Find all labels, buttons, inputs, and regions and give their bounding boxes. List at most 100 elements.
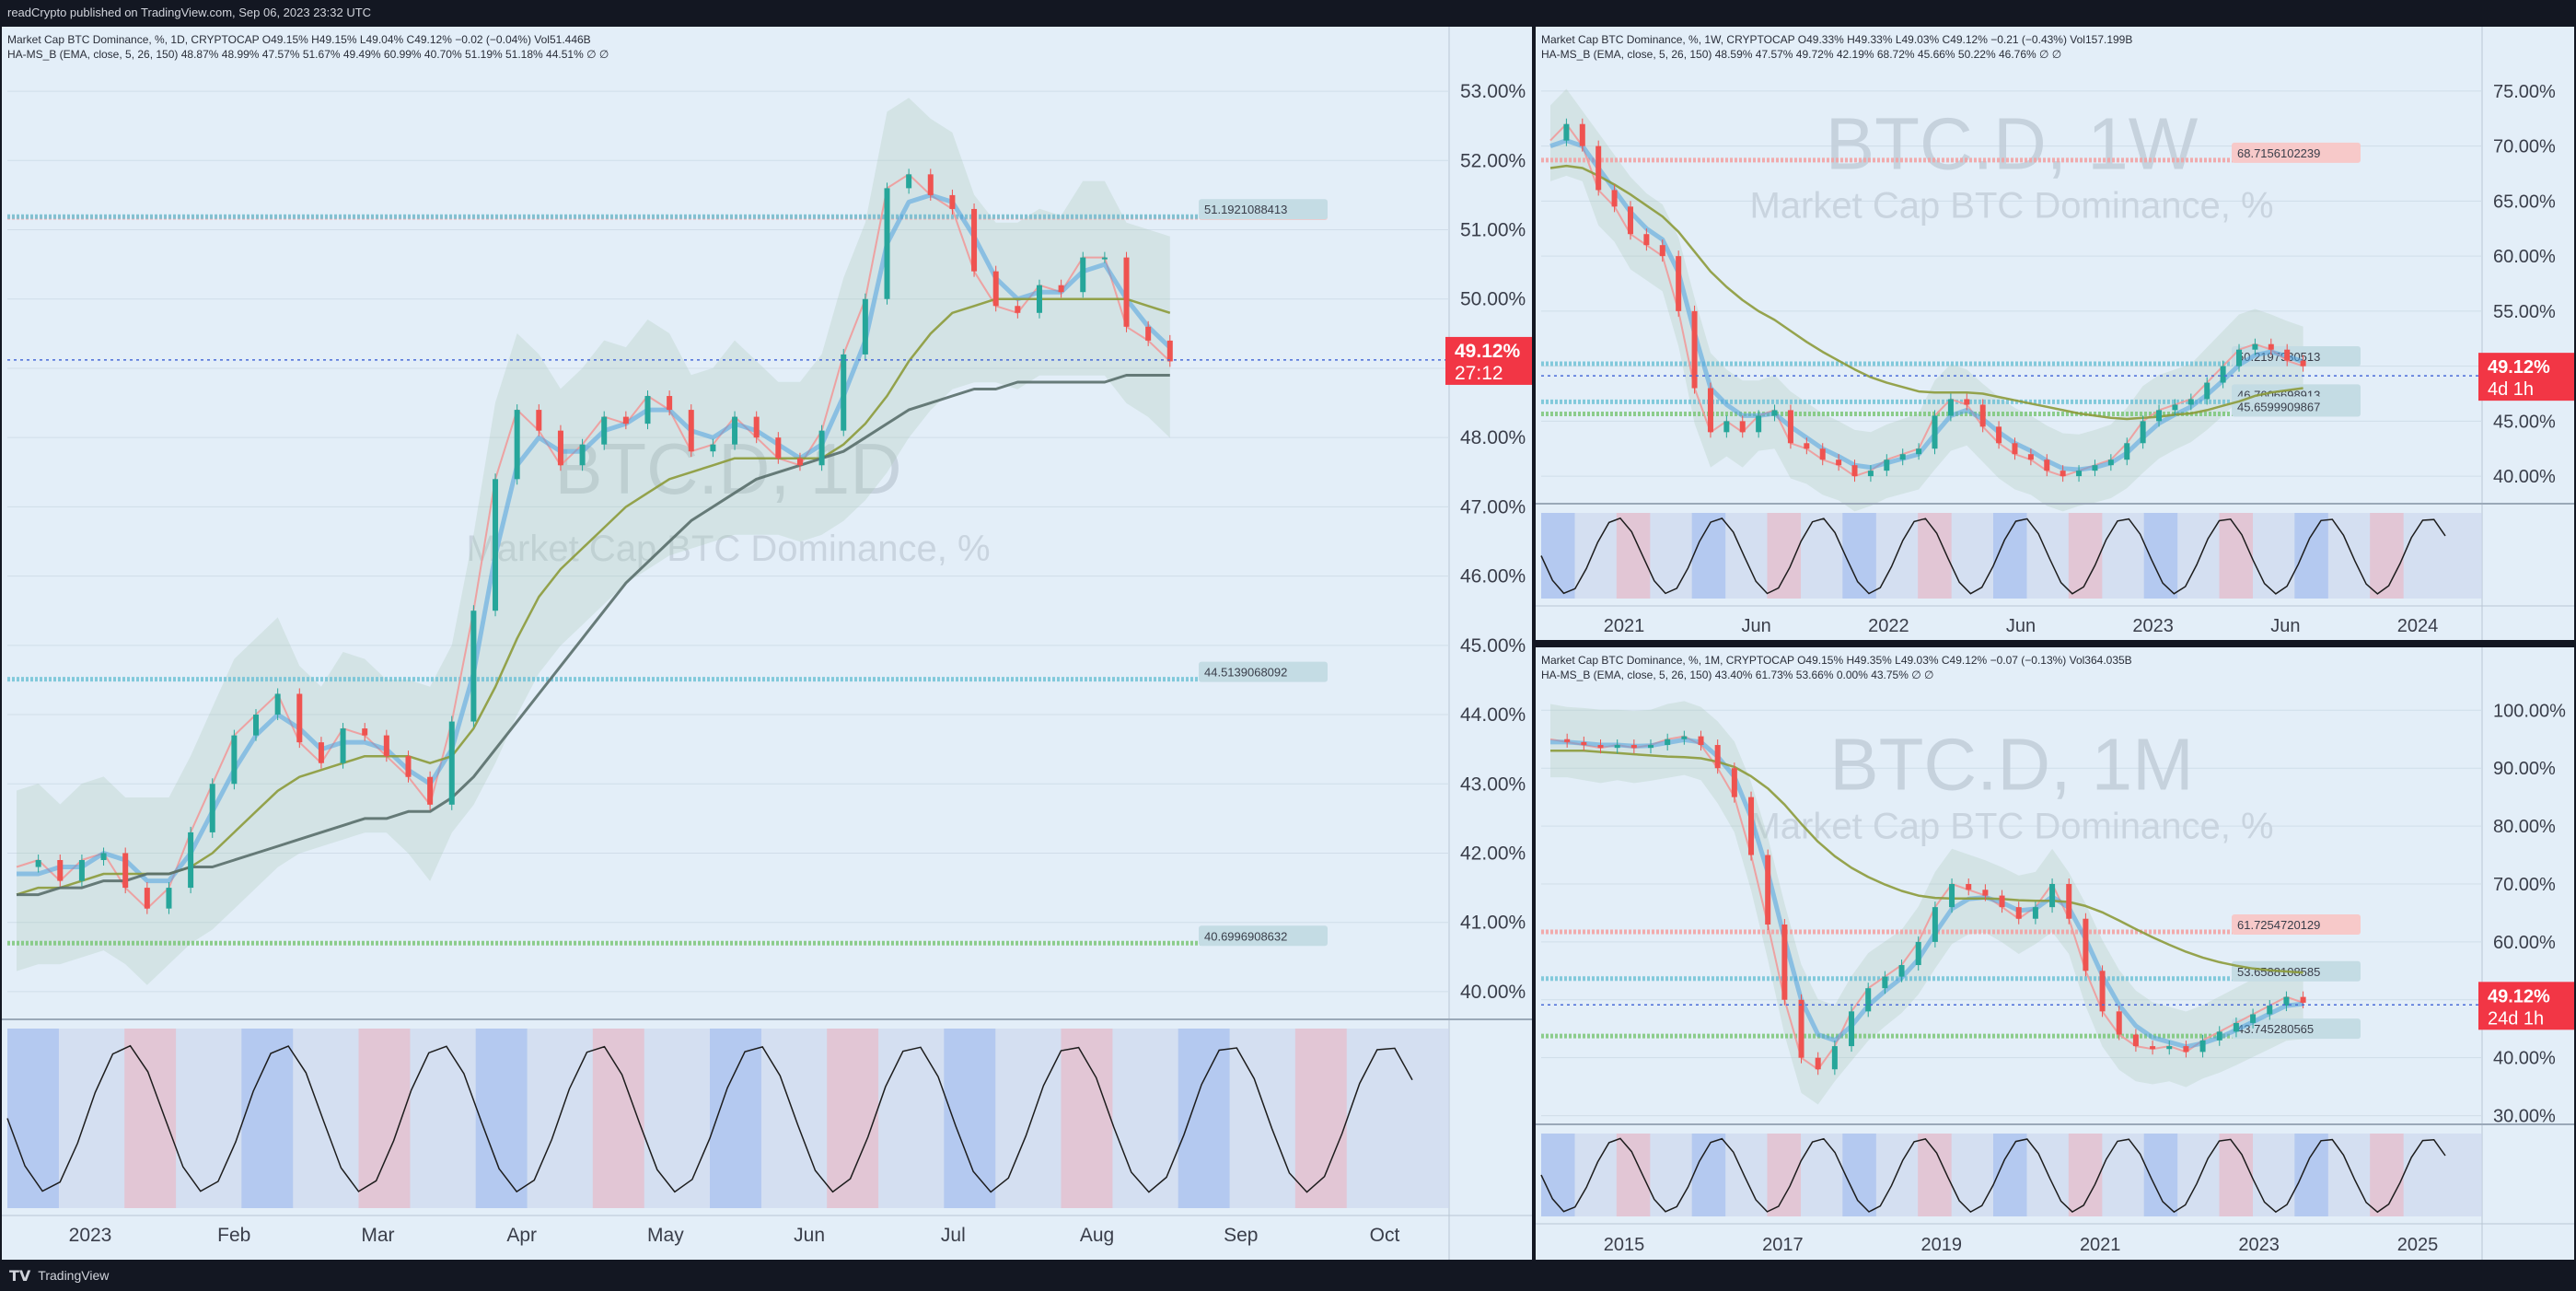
level-label: 61.7254720129	[2237, 918, 2320, 932]
panel-border	[0, 25, 1534, 1262]
candle-body	[579, 444, 586, 466]
oscillator-column	[2294, 1134, 2328, 1216]
y-tick-label: 51.00%	[1460, 220, 1526, 241]
price-label: 49.12%	[2488, 357, 2550, 378]
candle-body	[601, 416, 608, 445]
candle-body	[100, 853, 107, 860]
candle-body	[2099, 971, 2106, 1012]
x-tick-label: 2023	[69, 1225, 112, 1246]
candle-body	[1145, 326, 1152, 341]
price-axis	[1449, 25, 1534, 1262]
y-tick-label: 45.00%	[2493, 412, 2556, 432]
candle-body	[1748, 797, 1755, 855]
weekly-chart-panel[interactable]: 75.00%70.00%65.00%60.00%55.00%50.00%45.0…	[1534, 25, 2576, 642]
level-label-box	[2232, 1018, 2361, 1040]
oscillator-column	[124, 1029, 177, 1208]
candle-body	[2140, 421, 2146, 444]
oscillator-column	[827, 1029, 879, 1208]
oscillator-column	[358, 1029, 411, 1208]
candle-body	[2284, 349, 2291, 361]
candle-body	[2187, 399, 2194, 405]
candle-body	[1867, 471, 1874, 477]
level-label-box	[1199, 661, 1328, 682]
candle-body	[1865, 988, 1872, 1012]
watermark-symbol: BTC.D, 1W	[1826, 103, 2199, 185]
x-tick-label: May	[647, 1225, 684, 1246]
candle-body	[2216, 1031, 2222, 1041]
candle-body	[274, 693, 281, 715]
candle-body	[253, 715, 260, 736]
candle-body	[296, 693, 303, 743]
oscillator-column	[475, 1029, 528, 1208]
candle-body	[1058, 285, 1064, 293]
strength-line	[6, 1044, 1413, 1193]
y-tick-label: 55.00%	[2493, 302, 2556, 322]
candle-body	[1787, 410, 1793, 444]
price-label-box	[1445, 336, 1534, 385]
candle-body	[841, 354, 847, 431]
candle-body	[2183, 1046, 2189, 1053]
candle-body	[1947, 399, 1954, 416]
candle-body	[1815, 1057, 1821, 1070]
y-tick-label: 70.00%	[2493, 875, 2556, 895]
candle-body	[1627, 206, 1633, 235]
y-tick-label: 40.00%	[1460, 982, 1526, 1003]
series-line-2	[16, 297, 1171, 896]
candle-body	[2107, 459, 2114, 466]
candle-body	[753, 416, 760, 438]
series-line-1	[17, 192, 1172, 884]
oscillator-column	[1691, 513, 1726, 599]
cloud-envelope	[17, 98, 1170, 985]
candle-body	[1665, 739, 1671, 746]
level-label: 40.6996908632	[1204, 929, 1287, 943]
candle-body	[2049, 883, 2056, 908]
y-tick-label: 44.00%	[1460, 704, 1526, 726]
oscillator-band	[7, 1029, 1449, 1208]
candle-body	[1996, 426, 2002, 444]
y-tick-label: 46.00%	[1460, 566, 1526, 587]
candle-body	[1166, 340, 1173, 362]
x-tick-label: Jun	[2270, 616, 2300, 636]
candle-body	[2268, 343, 2274, 350]
candle-body	[188, 832, 194, 889]
candle-body	[122, 853, 129, 889]
x-tick-label: 2024	[2397, 616, 2439, 636]
candle-body	[35, 860, 41, 867]
tradingview-logo-icon: TV	[9, 1267, 31, 1285]
candle-body	[1659, 245, 1665, 257]
candle-body	[2066, 883, 2072, 919]
candle-body	[1643, 234, 1650, 246]
candle-body	[1723, 421, 1730, 433]
candle-body	[470, 611, 477, 722]
candle-body	[1899, 454, 1906, 460]
x-tick-label: 2021	[2080, 1235, 2121, 1255]
indicator-legend: HA-MS_B (EMA, close, 5, 26, 150) 48.87% …	[7, 48, 609, 61]
series-line-0	[16, 173, 1171, 910]
candle-body	[493, 479, 499, 611]
x-tick-label: Feb	[217, 1225, 250, 1246]
candle-body	[2150, 1046, 2156, 1050]
monthly-chart-panel[interactable]: 100.00%90.00%80.00%70.00%60.00%50.00%40.…	[1534, 646, 2576, 1262]
candle-body	[318, 742, 324, 763]
candle-body	[775, 437, 782, 459]
candle-body	[2204, 382, 2210, 400]
countdown-label: 24d 1h	[2488, 1008, 2544, 1029]
x-tick-label: Aug	[1080, 1225, 1114, 1246]
x-tick-label: 2023	[2238, 1235, 2280, 1255]
candle-body	[2092, 465, 2098, 471]
level-label: 45.6599909867	[2237, 400, 2320, 413]
y-tick-label: 50.00%	[1460, 289, 1526, 310]
candle-body	[2015, 907, 2022, 919]
oscillator-column	[1178, 1029, 1230, 1208]
candle-body	[1595, 145, 1602, 191]
daily-chart-panel[interactable]: 53.00%52.00%51.00%50.00%49.00%48.00%47.0…	[0, 25, 1534, 1262]
tradingview-logo[interactable]: TV TradingView	[0, 1262, 109, 1290]
candle-body	[2300, 996, 2306, 1003]
oscillator-column	[2068, 513, 2103, 599]
series-line-3	[17, 374, 1170, 897]
candle-body	[2250, 1014, 2257, 1023]
y-tick-label: 42.00%	[1460, 843, 1526, 864]
candle-body	[1563, 123, 1570, 141]
candle-body	[1101, 257, 1108, 260]
level-label-box	[2232, 914, 2361, 936]
